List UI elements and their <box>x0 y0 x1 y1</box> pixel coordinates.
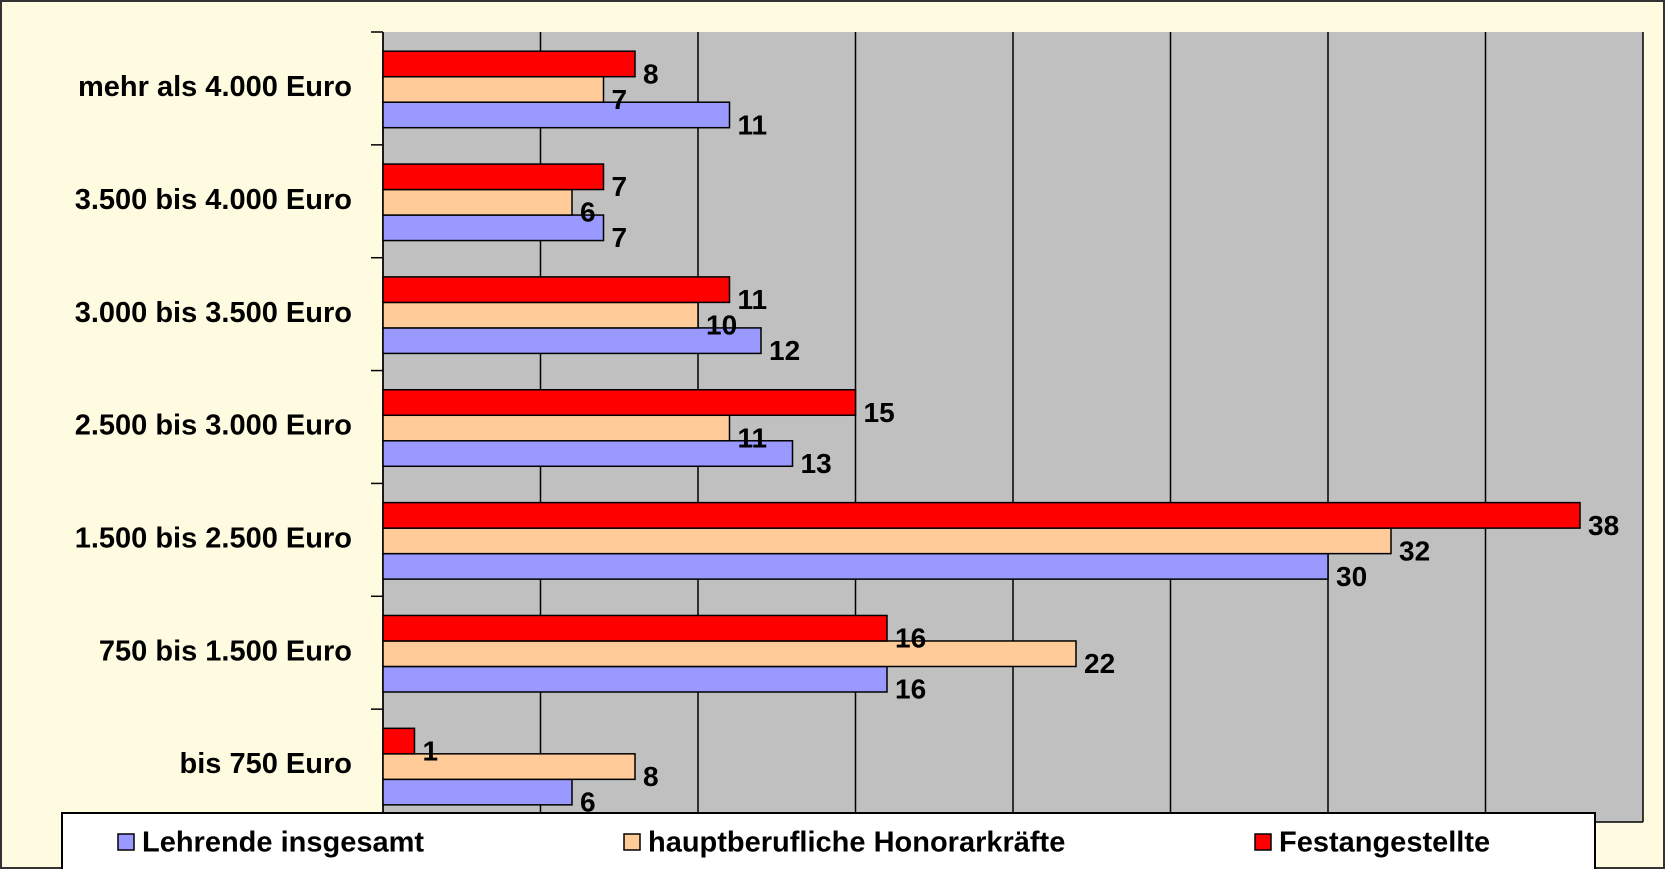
value-label: 11 <box>738 422 768 453</box>
bar <box>382 301 699 329</box>
value-label: 13 <box>801 448 832 479</box>
bar <box>382 614 888 642</box>
bar <box>382 527 1392 555</box>
bar <box>382 276 731 304</box>
bar <box>382 753 636 781</box>
bar <box>382 501 1581 529</box>
value-label: 16 <box>895 674 926 705</box>
legend-swatch <box>623 833 641 851</box>
value-label: 6 <box>580 786 596 817</box>
value-label: 8 <box>643 761 659 792</box>
value-label: 32 <box>1399 535 1430 566</box>
y-tick-label: 1.500 bis 2.500 Euro <box>75 523 352 555</box>
y-tick-label: 3.500 bis 4.000 Euro <box>75 184 352 216</box>
legend-swatch <box>117 833 135 851</box>
bar <box>382 778 573 806</box>
value-label: 11 <box>738 109 768 140</box>
bar <box>382 727 416 755</box>
legend-label: Festangestellte <box>1279 827 1490 859</box>
bar <box>382 188 573 216</box>
value-label: 7 <box>612 222 628 253</box>
bar <box>382 389 857 417</box>
y-tick-label: mehr als 4.000 Euro <box>78 71 352 103</box>
y-tick-label: bis 750 Euro <box>180 748 352 780</box>
value-label: 7 <box>612 171 628 202</box>
bar <box>382 50 636 78</box>
bar <box>382 75 605 103</box>
value-label: 7 <box>612 84 628 115</box>
value-label: 30 <box>1336 561 1367 592</box>
bar <box>382 163 605 191</box>
bar <box>382 665 888 693</box>
value-label: 16 <box>895 623 926 654</box>
bar <box>382 101 731 129</box>
value-label: 10 <box>706 310 737 341</box>
y-tick-label: 2.500 bis 3.000 Euro <box>75 410 352 442</box>
legend-swatch <box>1254 833 1272 851</box>
value-label: 1 <box>423 735 439 766</box>
y-tick-label: 750 bis 1.500 Euro <box>99 635 352 667</box>
legend <box>61 812 1596 872</box>
value-label: 38 <box>1588 510 1619 541</box>
bar <box>382 552 1329 580</box>
value-label: 15 <box>864 397 895 428</box>
value-label: 6 <box>580 197 596 228</box>
bar <box>382 640 1077 668</box>
bar <box>382 414 731 442</box>
legend-label: Lehrende insgesamt <box>142 827 424 859</box>
value-label: 22 <box>1084 648 1115 679</box>
value-label: 12 <box>769 335 800 366</box>
value-label: 8 <box>643 58 659 89</box>
bar <box>382 214 605 242</box>
value-label: 11 <box>738 284 768 315</box>
y-tick-label: 3.000 bis 3.500 Euro <box>75 297 352 329</box>
legend-label: hauptberufliche Honorarkräfte <box>648 827 1065 859</box>
bar <box>382 327 762 355</box>
bar <box>382 440 794 468</box>
